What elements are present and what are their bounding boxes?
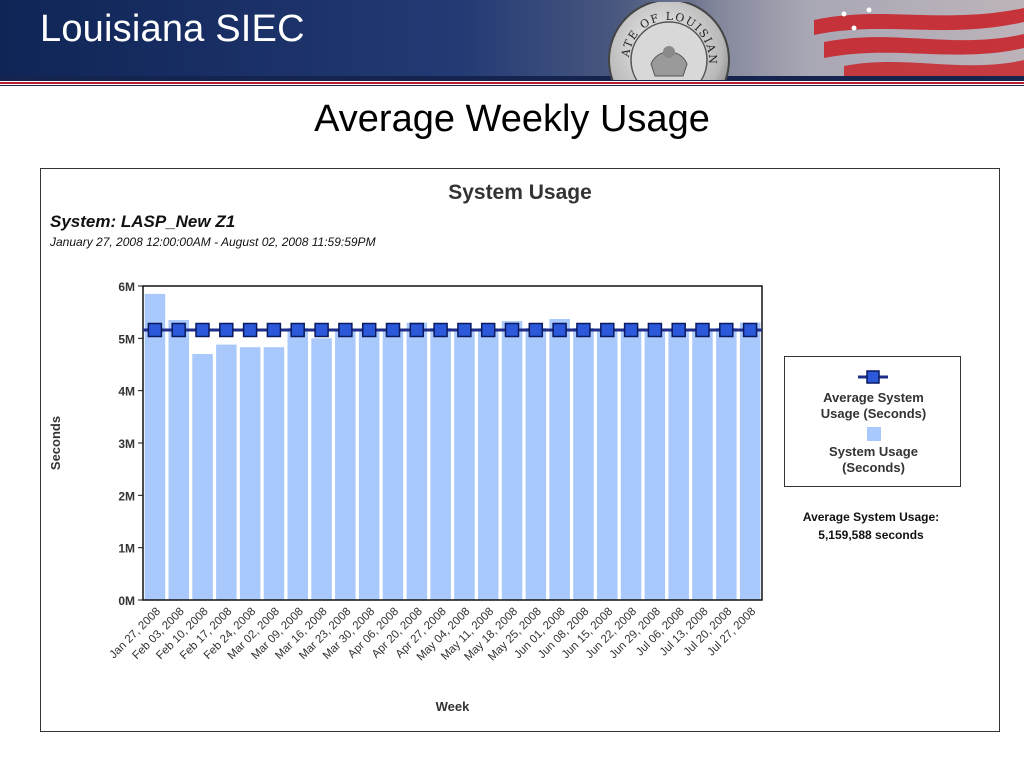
average-marker xyxy=(195,322,210,338)
usage-bar xyxy=(335,329,356,600)
axis-layer xyxy=(138,285,763,601)
usage-bar xyxy=(739,322,761,600)
average-marker xyxy=(647,322,663,338)
legend-line-label-2: Usage (Seconds) xyxy=(820,406,927,421)
average-marker xyxy=(433,322,448,338)
average-marker xyxy=(623,322,639,338)
y-tick-label: 5M xyxy=(118,332,135,346)
header-banner: Louisiana SIEC xyxy=(0,0,1024,76)
y-tick-label: 6M xyxy=(118,280,135,294)
usage-bar xyxy=(668,330,689,600)
chart-legend: Average System Usage (Seconds) System Us… xyxy=(784,356,961,487)
slide-title: Average Weekly Usage xyxy=(314,98,710,140)
usage-bar xyxy=(192,354,213,600)
average-marker xyxy=(409,322,425,338)
usage-bar xyxy=(358,328,380,600)
usage-bar xyxy=(597,328,618,600)
system-label: System: LASP_New Z1 xyxy=(50,212,236,231)
usage-bar xyxy=(216,344,237,600)
y-tick-label: 4M xyxy=(118,385,135,399)
legend-bar-swatch xyxy=(867,427,881,441)
date-range: January 27, 2008 12:00:00AM - August 02,… xyxy=(50,235,376,249)
usage-bar xyxy=(620,330,642,600)
usage-bar xyxy=(525,327,547,600)
legend-line-marker-icon xyxy=(858,370,888,384)
usage-bar xyxy=(644,329,666,600)
y-tick-label: 3M xyxy=(118,437,135,451)
usage-bar xyxy=(263,347,285,600)
average-marker xyxy=(385,322,401,338)
banner-title: Louisiana SIEC xyxy=(40,8,305,50)
usage-bar xyxy=(716,327,737,600)
average-marker xyxy=(242,322,258,338)
average-marker xyxy=(457,322,472,338)
usage-bar xyxy=(168,320,189,600)
x-axis-title: Week xyxy=(436,699,470,714)
usage-bar xyxy=(501,321,523,600)
average-marker xyxy=(171,322,186,338)
average-summary-label: Average System Usage: xyxy=(802,510,940,524)
y-tick-label: 0M xyxy=(118,594,135,608)
average-marker xyxy=(600,322,615,338)
average-marker xyxy=(147,322,163,338)
usage-bar xyxy=(430,327,451,600)
header-rule-thin xyxy=(0,85,1024,86)
y-tick-label: 1M xyxy=(118,542,135,556)
average-summary: Average System Usage: 5,159,588 seconds xyxy=(786,508,956,544)
average-marker xyxy=(528,322,544,338)
usage-bar xyxy=(692,328,713,600)
y-tick-label: 2M xyxy=(118,489,135,503)
average-marker xyxy=(671,322,686,338)
header-rule xyxy=(0,76,1024,81)
legend-bar-label-2: (Seconds) xyxy=(842,460,905,475)
legend-bar-label-1: System Usage xyxy=(829,444,918,459)
average-marker xyxy=(361,322,377,338)
average-marker xyxy=(480,322,496,338)
legend-line-label-1: Average System xyxy=(823,390,924,405)
average-marker xyxy=(266,322,282,338)
usage-bar xyxy=(382,329,404,600)
y-axis-title: Seconds xyxy=(48,416,63,470)
usage-bar xyxy=(549,319,570,600)
average-marker xyxy=(314,322,329,338)
average-marker xyxy=(338,322,353,338)
average-marker xyxy=(290,322,305,338)
usage-bar xyxy=(454,328,475,600)
average-line-layer xyxy=(143,322,762,338)
average-marker xyxy=(742,322,758,338)
average-marker xyxy=(695,322,710,338)
usage-bar xyxy=(573,327,594,600)
flag-graphic xyxy=(694,0,1024,76)
bars-layer xyxy=(144,293,761,600)
usage-bar xyxy=(478,328,499,600)
usage-bar xyxy=(239,347,261,600)
usage-bar xyxy=(311,338,332,600)
average-marker xyxy=(719,322,734,338)
average-marker xyxy=(552,322,567,338)
usage-bar xyxy=(406,322,428,600)
average-marker xyxy=(504,322,520,338)
average-marker xyxy=(219,322,234,338)
usage-bar xyxy=(287,327,308,600)
header-rule-red xyxy=(0,82,1024,84)
average-summary-value: 5,159,588 seconds xyxy=(818,528,924,542)
average-marker xyxy=(576,322,591,338)
chart-title: System Usage xyxy=(448,181,592,204)
usage-bar xyxy=(144,293,166,600)
